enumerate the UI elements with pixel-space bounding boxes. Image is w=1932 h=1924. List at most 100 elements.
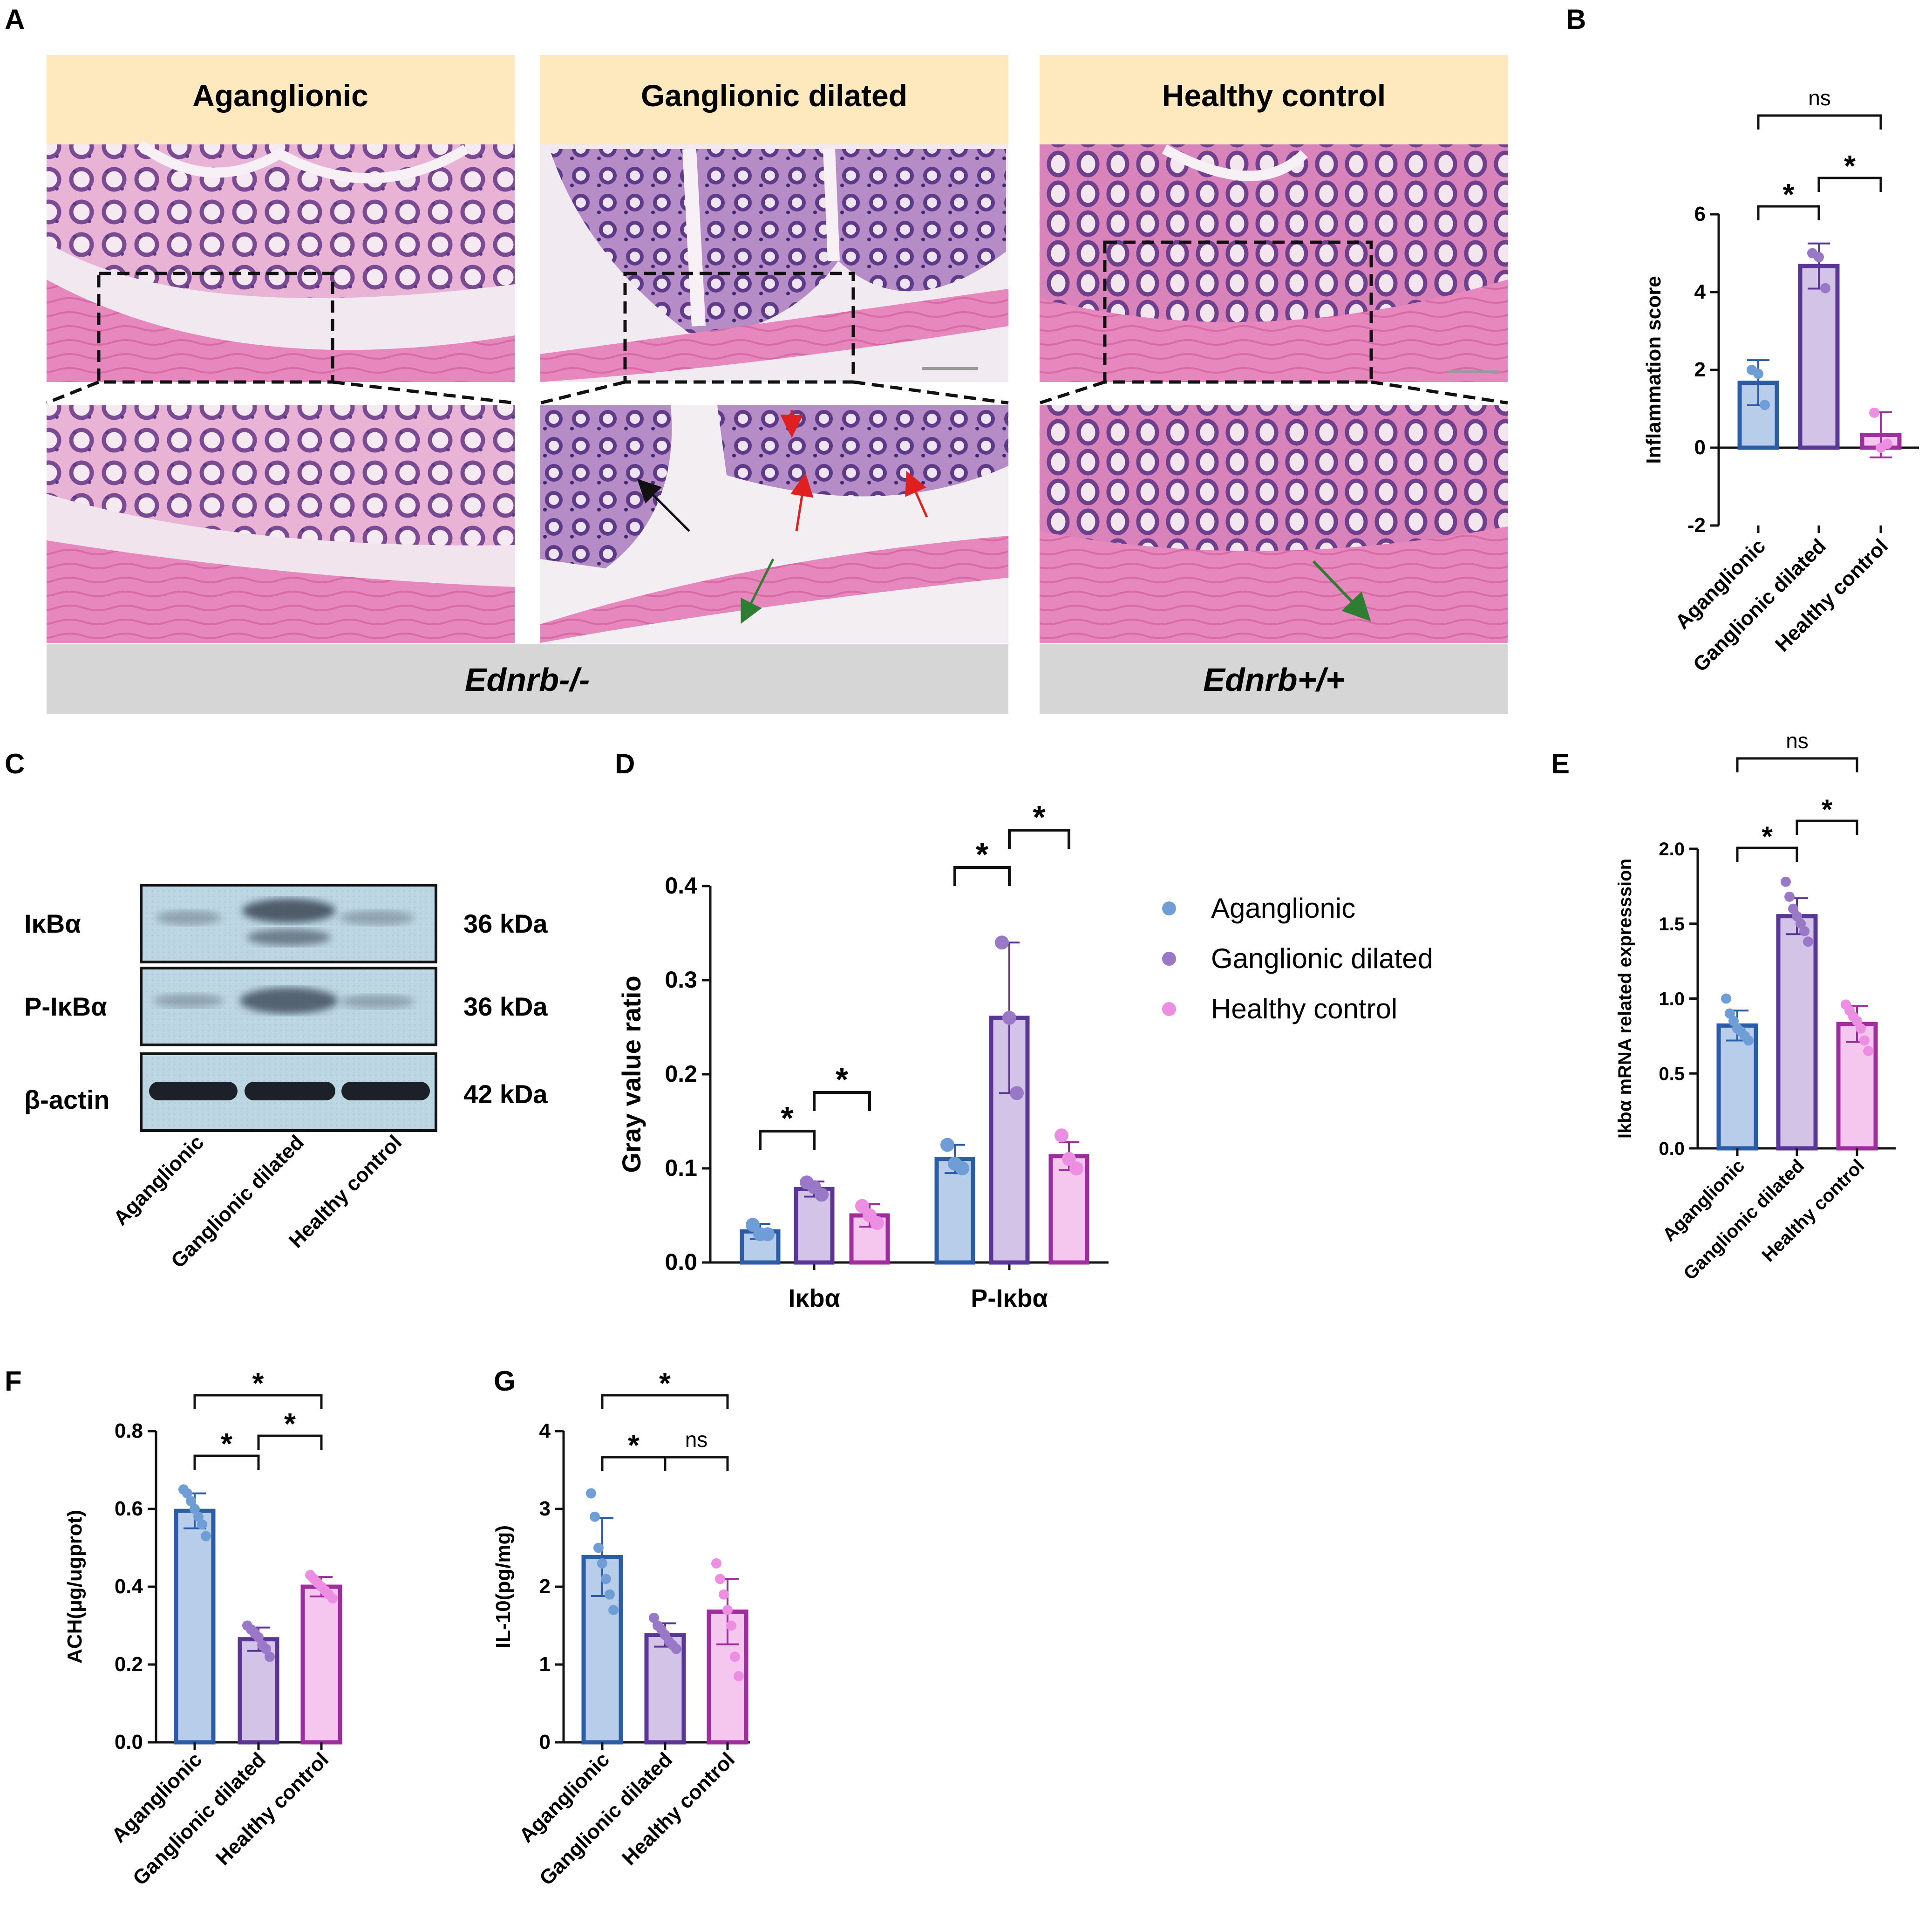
y-tick-label: 0.3 [665, 967, 697, 993]
bar [794, 1187, 835, 1265]
significance-label: * [1033, 799, 1046, 835]
data-point [1002, 1010, 1016, 1025]
y-tick-label: 6 [1694, 203, 1706, 225]
data-point [1814, 252, 1824, 262]
y-axis-label: IL-10(pg/mg) [492, 1525, 515, 1648]
significance-bracket [1757, 114, 1882, 130]
y-tick-label: 0.8 [115, 1419, 143, 1442]
y-tick-label: 0 [1694, 436, 1706, 459]
blot-kda-ikba: 36 kDa [463, 909, 548, 938]
y-tick-label: 0.4 [115, 1575, 143, 1598]
y-tick-label: 2.0 [1659, 839, 1685, 860]
data-point [1069, 1161, 1083, 1175]
data-point [593, 1542, 604, 1553]
data-point [186, 1496, 196, 1507]
y-tick-label: 2 [539, 1575, 551, 1598]
significance-bracket [1736, 846, 1798, 862]
panel-label-f: F [5, 1365, 22, 1397]
micrograph-aganglionic-low [47, 140, 515, 382]
bar [174, 1508, 216, 1745]
bar [1048, 1154, 1089, 1265]
header-box-ganglionic [540, 55, 1008, 144]
data-point [590, 1511, 600, 1522]
blot-label-ikba: IκBα [24, 909, 81, 938]
data-point [597, 1558, 607, 1569]
y-tick-label: 0.4 [665, 873, 697, 899]
y-tick-label: 1.5 [1659, 914, 1685, 935]
chart-d-legend: Aganglionic Ganglionic dilated Healthy c… [1162, 893, 1433, 1024]
y-tick-label: 0.2 [115, 1653, 143, 1676]
blot-kda-b-actin: 42 kDa [463, 1079, 548, 1109]
data-point [1799, 926, 1810, 936]
blot-label-p-ikba: P-IκBα [24, 992, 107, 1021]
data-point [586, 1488, 596, 1499]
panel-label-a: A [5, 4, 25, 35]
legend-label-aganglionic: Aganglionic [1211, 893, 1355, 924]
panel-label-g: G [494, 1365, 516, 1397]
data-point [1760, 400, 1770, 410]
bar [300, 1584, 342, 1745]
blot-label-b-actin: β-actin [24, 1085, 110, 1114]
significance-bracket [759, 1130, 816, 1150]
legend-label-healthy-control: Healthy control [1211, 993, 1397, 1024]
y-tick-label: 3 [539, 1497, 551, 1520]
header-box-healthy [1040, 55, 1508, 144]
blot-row-ikba [140, 884, 437, 963]
data-point [715, 1574, 725, 1584]
x-tick-label: Healthy control [618, 1748, 739, 1869]
y-axis-label: ACH(μg/ugprot) [63, 1510, 86, 1664]
panel-label-b: B [1566, 4, 1586, 35]
y-tick-label: 1.0 [1659, 989, 1685, 1010]
data-point [261, 1644, 271, 1654]
significance-label: * [976, 836, 989, 873]
x-tick-label: Healthy control [1771, 534, 1892, 656]
micrograph-ganglionic-high [540, 405, 1008, 643]
x-tick-label: Iκbα [788, 1284, 840, 1312]
significance-label: * [628, 1428, 639, 1462]
significance-label: * [284, 1407, 296, 1440]
histology-panel: Aganglionic Ganglionic dilated Healthy c… [46, 55, 1508, 714]
footer-box-knockout [47, 644, 1008, 714]
x-tick-label: P-Iκbα [971, 1284, 1048, 1312]
data-point [1882, 438, 1892, 449]
significance-bracket [1796, 819, 1858, 835]
x-tick-label: Healthy control [1758, 1155, 1868, 1266]
micrograph-healthy-high [1040, 405, 1508, 643]
data-point [1869, 407, 1879, 418]
header-healthy-control: Healthy control [1162, 78, 1386, 113]
data-point [1062, 1152, 1076, 1166]
significance-bracket [193, 1454, 260, 1470]
significance-bracket [193, 1394, 323, 1409]
data-point [601, 1574, 611, 1584]
significance-bracket [601, 1394, 729, 1409]
footer-box-wildtype [1040, 644, 1508, 714]
header-box-aganglionic [47, 55, 515, 144]
data-point [870, 1216, 884, 1230]
header-aganglionic: Aganglionic [192, 78, 368, 113]
significance-label: ns [1808, 86, 1831, 110]
significance-label: * [1762, 821, 1773, 852]
data-point [995, 935, 1009, 950]
y-tick-label: 0.2 [665, 1061, 697, 1087]
y-axis-label: Ikbα mRNA related expresssion [1615, 859, 1635, 1139]
zoom-box-aganglionic [97, 272, 334, 384]
data-point [726, 1620, 736, 1631]
data-point [855, 1199, 869, 1213]
panel-label-d: D [615, 748, 635, 779]
blot-row-b-actin [140, 1052, 437, 1132]
y-tick-label: 0.0 [115, 1731, 143, 1753]
significance-label: * [781, 1100, 794, 1136]
micrograph-ganglionic-low [540, 144, 1008, 382]
header-ganglionic-dilated: Ganglionic dilated [641, 78, 907, 113]
y-tick-label: 4 [1694, 280, 1706, 303]
data-point [1784, 891, 1795, 902]
chart-gray-value-ratio: 0.0 0.1 0.2 0.3 0.4 Gray value ratio Iκbα P-Iκb… [617, 799, 1109, 1312]
data-point [815, 1187, 829, 1202]
data-point [719, 1589, 729, 1600]
panel-label-e: E [1551, 748, 1570, 779]
significance-bracket [1736, 757, 1858, 772]
micrograph-healthy-low [1040, 144, 1508, 382]
